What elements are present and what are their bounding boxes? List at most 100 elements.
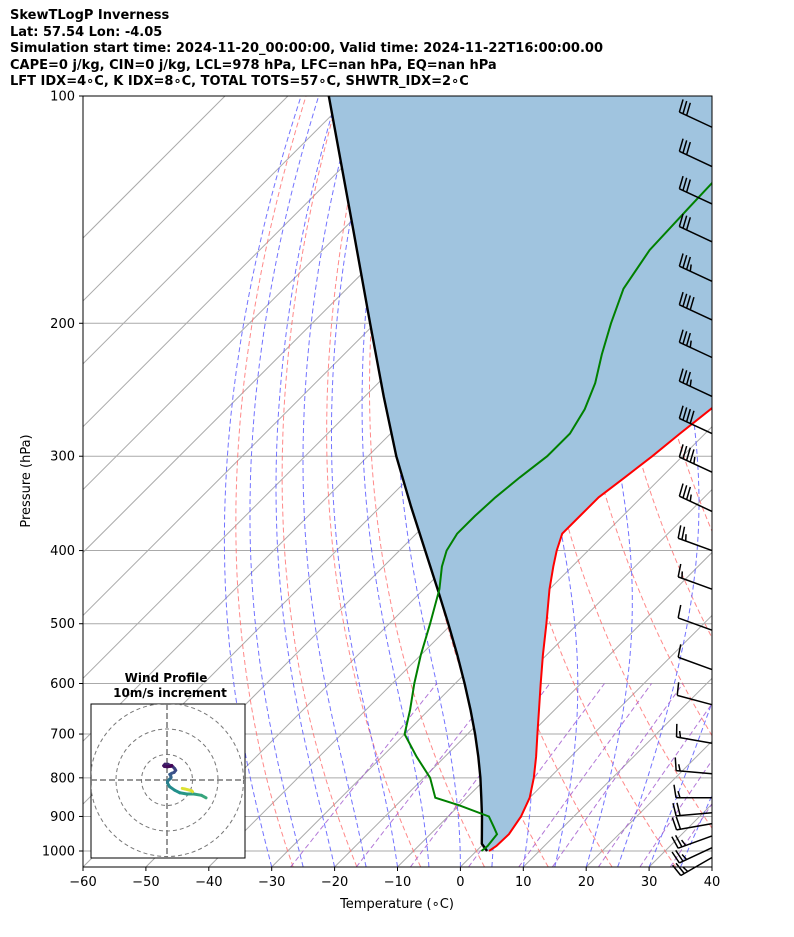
wind-barb xyxy=(677,644,713,671)
barb-staff xyxy=(679,495,713,513)
wind-barb xyxy=(672,856,713,877)
wind-barb xyxy=(672,802,713,817)
barb-staff xyxy=(677,835,713,849)
barb-feather xyxy=(678,444,684,458)
wind-barb xyxy=(677,525,713,552)
x-tick-label: −10 xyxy=(384,875,411,890)
barb-feather xyxy=(682,485,688,499)
index-line: LFT IDX=4∘C, K IDX=8∘C, TOTAL TOTS=57∘C,… xyxy=(10,74,469,89)
barb-staff xyxy=(679,847,713,864)
wind-barb xyxy=(673,784,712,799)
isotherm-line xyxy=(83,96,352,365)
barb-feather xyxy=(682,866,689,873)
barb-feather xyxy=(678,405,684,419)
barb-staff xyxy=(679,265,713,283)
temperature-line xyxy=(488,406,712,852)
wind-barb xyxy=(678,253,713,283)
wind-barb xyxy=(678,483,713,513)
wind-barb xyxy=(678,99,713,128)
wind-barb xyxy=(678,213,713,243)
barb-feather xyxy=(671,836,679,849)
barb-feather xyxy=(682,331,688,345)
chart-header: SkewTLogP Inverness Lat: 57.54 Lon: -4.0… xyxy=(10,8,603,91)
wind-barb xyxy=(675,723,713,745)
x-tick-label: 40 xyxy=(704,875,721,890)
barb-feather xyxy=(682,370,688,384)
x-tick-label: 10 xyxy=(515,875,532,890)
wind-barb xyxy=(678,329,713,359)
barb-feather xyxy=(678,329,684,343)
barb-feather xyxy=(689,340,692,348)
dry-adiabat xyxy=(762,96,794,867)
barb-feather xyxy=(673,784,677,798)
isotherm-line xyxy=(711,866,712,867)
barb-feather xyxy=(682,100,688,114)
barb-feather xyxy=(681,853,688,861)
barb-feather xyxy=(677,525,682,539)
barb-staff xyxy=(679,341,713,359)
isotherm-line xyxy=(460,614,712,867)
wind-barb xyxy=(671,816,713,831)
barb-feather xyxy=(682,255,688,269)
isotherm-line xyxy=(83,96,226,239)
barb-feather xyxy=(682,177,688,191)
barb-feather xyxy=(685,486,692,500)
hodograph-segment xyxy=(169,763,174,768)
barb-staff xyxy=(677,537,713,552)
barb-feather xyxy=(685,408,692,422)
moist-adiabat xyxy=(275,96,338,867)
barb-feather xyxy=(689,410,695,424)
moist-adiabat xyxy=(223,96,302,867)
x-tick-label: −40 xyxy=(195,875,222,890)
hodograph xyxy=(91,704,245,858)
moist-adiabat xyxy=(648,700,712,867)
barb-feather xyxy=(677,790,681,798)
barb-staff xyxy=(679,456,713,473)
wind-barb xyxy=(676,682,713,706)
profile-layer xyxy=(327,96,712,852)
x-tick-label: 20 xyxy=(578,875,595,890)
barb-feather xyxy=(678,730,682,738)
barb-feather xyxy=(678,368,684,382)
wind-barb xyxy=(671,847,713,864)
cape-fill-layer xyxy=(328,96,712,851)
isotherm-line xyxy=(83,96,289,302)
y-axis-label: Pressure (hPa) xyxy=(19,434,34,527)
moist-adiabat xyxy=(302,96,367,867)
barb-feather xyxy=(671,817,678,831)
time-line: Simulation start time: 2024-11-20_00:00:… xyxy=(10,41,603,56)
barb-feather xyxy=(677,764,681,772)
barb-feather xyxy=(685,217,692,231)
isotherm-line xyxy=(271,425,712,867)
isotherm-line xyxy=(522,677,712,867)
y-tick-label: 200 xyxy=(50,317,75,332)
isotherm-line xyxy=(83,96,477,491)
barb-feather xyxy=(685,371,692,385)
mixing-ratio-line xyxy=(409,683,551,867)
mixing-ratio-line xyxy=(597,702,712,867)
barb-staff xyxy=(679,225,713,243)
barb-feather xyxy=(689,494,692,502)
barb-feather xyxy=(678,175,684,189)
x-tick-label: −20 xyxy=(321,875,348,890)
barb-feather xyxy=(685,332,692,346)
x-tick-label: −30 xyxy=(258,875,285,890)
barb-feather xyxy=(685,102,692,116)
y-tick-label: 100 xyxy=(50,90,75,105)
barb-feather xyxy=(677,563,682,578)
x-tick-label: 0 xyxy=(456,875,464,890)
wind-barb xyxy=(678,291,713,321)
isotherm-line xyxy=(83,96,415,428)
barb-feather xyxy=(680,839,687,846)
barb-feather xyxy=(672,802,677,817)
dry-adiabat xyxy=(730,96,794,867)
barb-feather xyxy=(682,215,688,229)
barb-feather xyxy=(674,834,683,848)
barb-feather xyxy=(676,802,681,816)
barb-staff xyxy=(676,822,713,831)
wind-barb xyxy=(671,834,713,849)
barb-feather xyxy=(682,140,688,154)
barb-staff xyxy=(679,380,713,398)
barb-feather xyxy=(674,757,677,771)
barb-feather xyxy=(685,256,692,270)
